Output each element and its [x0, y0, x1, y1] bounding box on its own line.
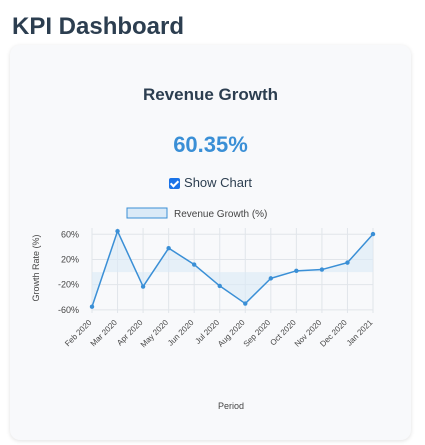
x-tick-label: Jan 2021 [345, 318, 375, 348]
line-segment [244, 277, 272, 305]
line-segment [168, 247, 195, 266]
data-point [294, 268, 299, 274]
card-title: Revenue Growth [142, 85, 279, 104]
legend: Revenue Growth (%) [126, 207, 267, 220]
series-line [91, 230, 374, 307]
show-chart-toggle[interactable]: Show Chart [10, 176, 411, 190]
y-tick-label: 20% [61, 254, 79, 264]
page-title: KPI Dashboard [12, 13, 185, 40]
data-point [115, 228, 120, 234]
data-point [191, 262, 197, 267]
line-segment [346, 233, 374, 264]
kpi-value: 60.35% [173, 132, 248, 157]
show-chart-checkbox[interactable] [169, 177, 181, 189]
data-point [370, 231, 376, 237]
x-tick-label: May 2020 [139, 318, 171, 350]
x-tick-label: Dec 2020 [318, 318, 349, 349]
y-tick-labels: -60% -20% 20% 60% [58, 229, 79, 315]
line-segment [321, 261, 348, 271]
x-tick-label: Sep 2020 [242, 318, 273, 349]
x-axis-title: Period [218, 401, 244, 411]
y-tick-label: 60% [61, 229, 79, 239]
data-point [243, 301, 248, 306]
line-segment [193, 263, 221, 287]
legend-label: Revenue Growth (%) [174, 209, 267, 220]
y-tick-label: -20% [58, 280, 79, 290]
line-segment [270, 270, 297, 280]
data-point [89, 304, 95, 309]
show-chart-label: Show Chart [184, 175, 252, 190]
line-segment [91, 230, 119, 307]
kpi-card: Revenue Growth 60.35% Show Chart Revenue… [10, 45, 411, 440]
x-tick-label: Mar 2020 [89, 318, 120, 349]
line-segment [142, 247, 170, 287]
data-point [140, 284, 146, 289]
x-tick-label: Jun 2020 [166, 318, 196, 348]
line-segment [219, 285, 246, 305]
area-fill-path [92, 231, 373, 307]
data-point [166, 245, 171, 251]
data-point [345, 260, 350, 265]
data-point [268, 276, 274, 281]
line-segment [296, 268, 322, 272]
revenue-growth-chart: Revenue Growth (%) -60% -20% 20% 60% Feb 20… [31, 207, 376, 411]
y-tick-label: -60% [58, 305, 79, 315]
legend-swatch [126, 207, 168, 219]
line-segment [116, 230, 144, 287]
data-point [319, 267, 325, 272]
area-fill [92, 231, 373, 307]
y-axis-title: Growth Rate (%) [31, 234, 41, 301]
data-point [217, 283, 222, 289]
data-points [89, 228, 376, 309]
